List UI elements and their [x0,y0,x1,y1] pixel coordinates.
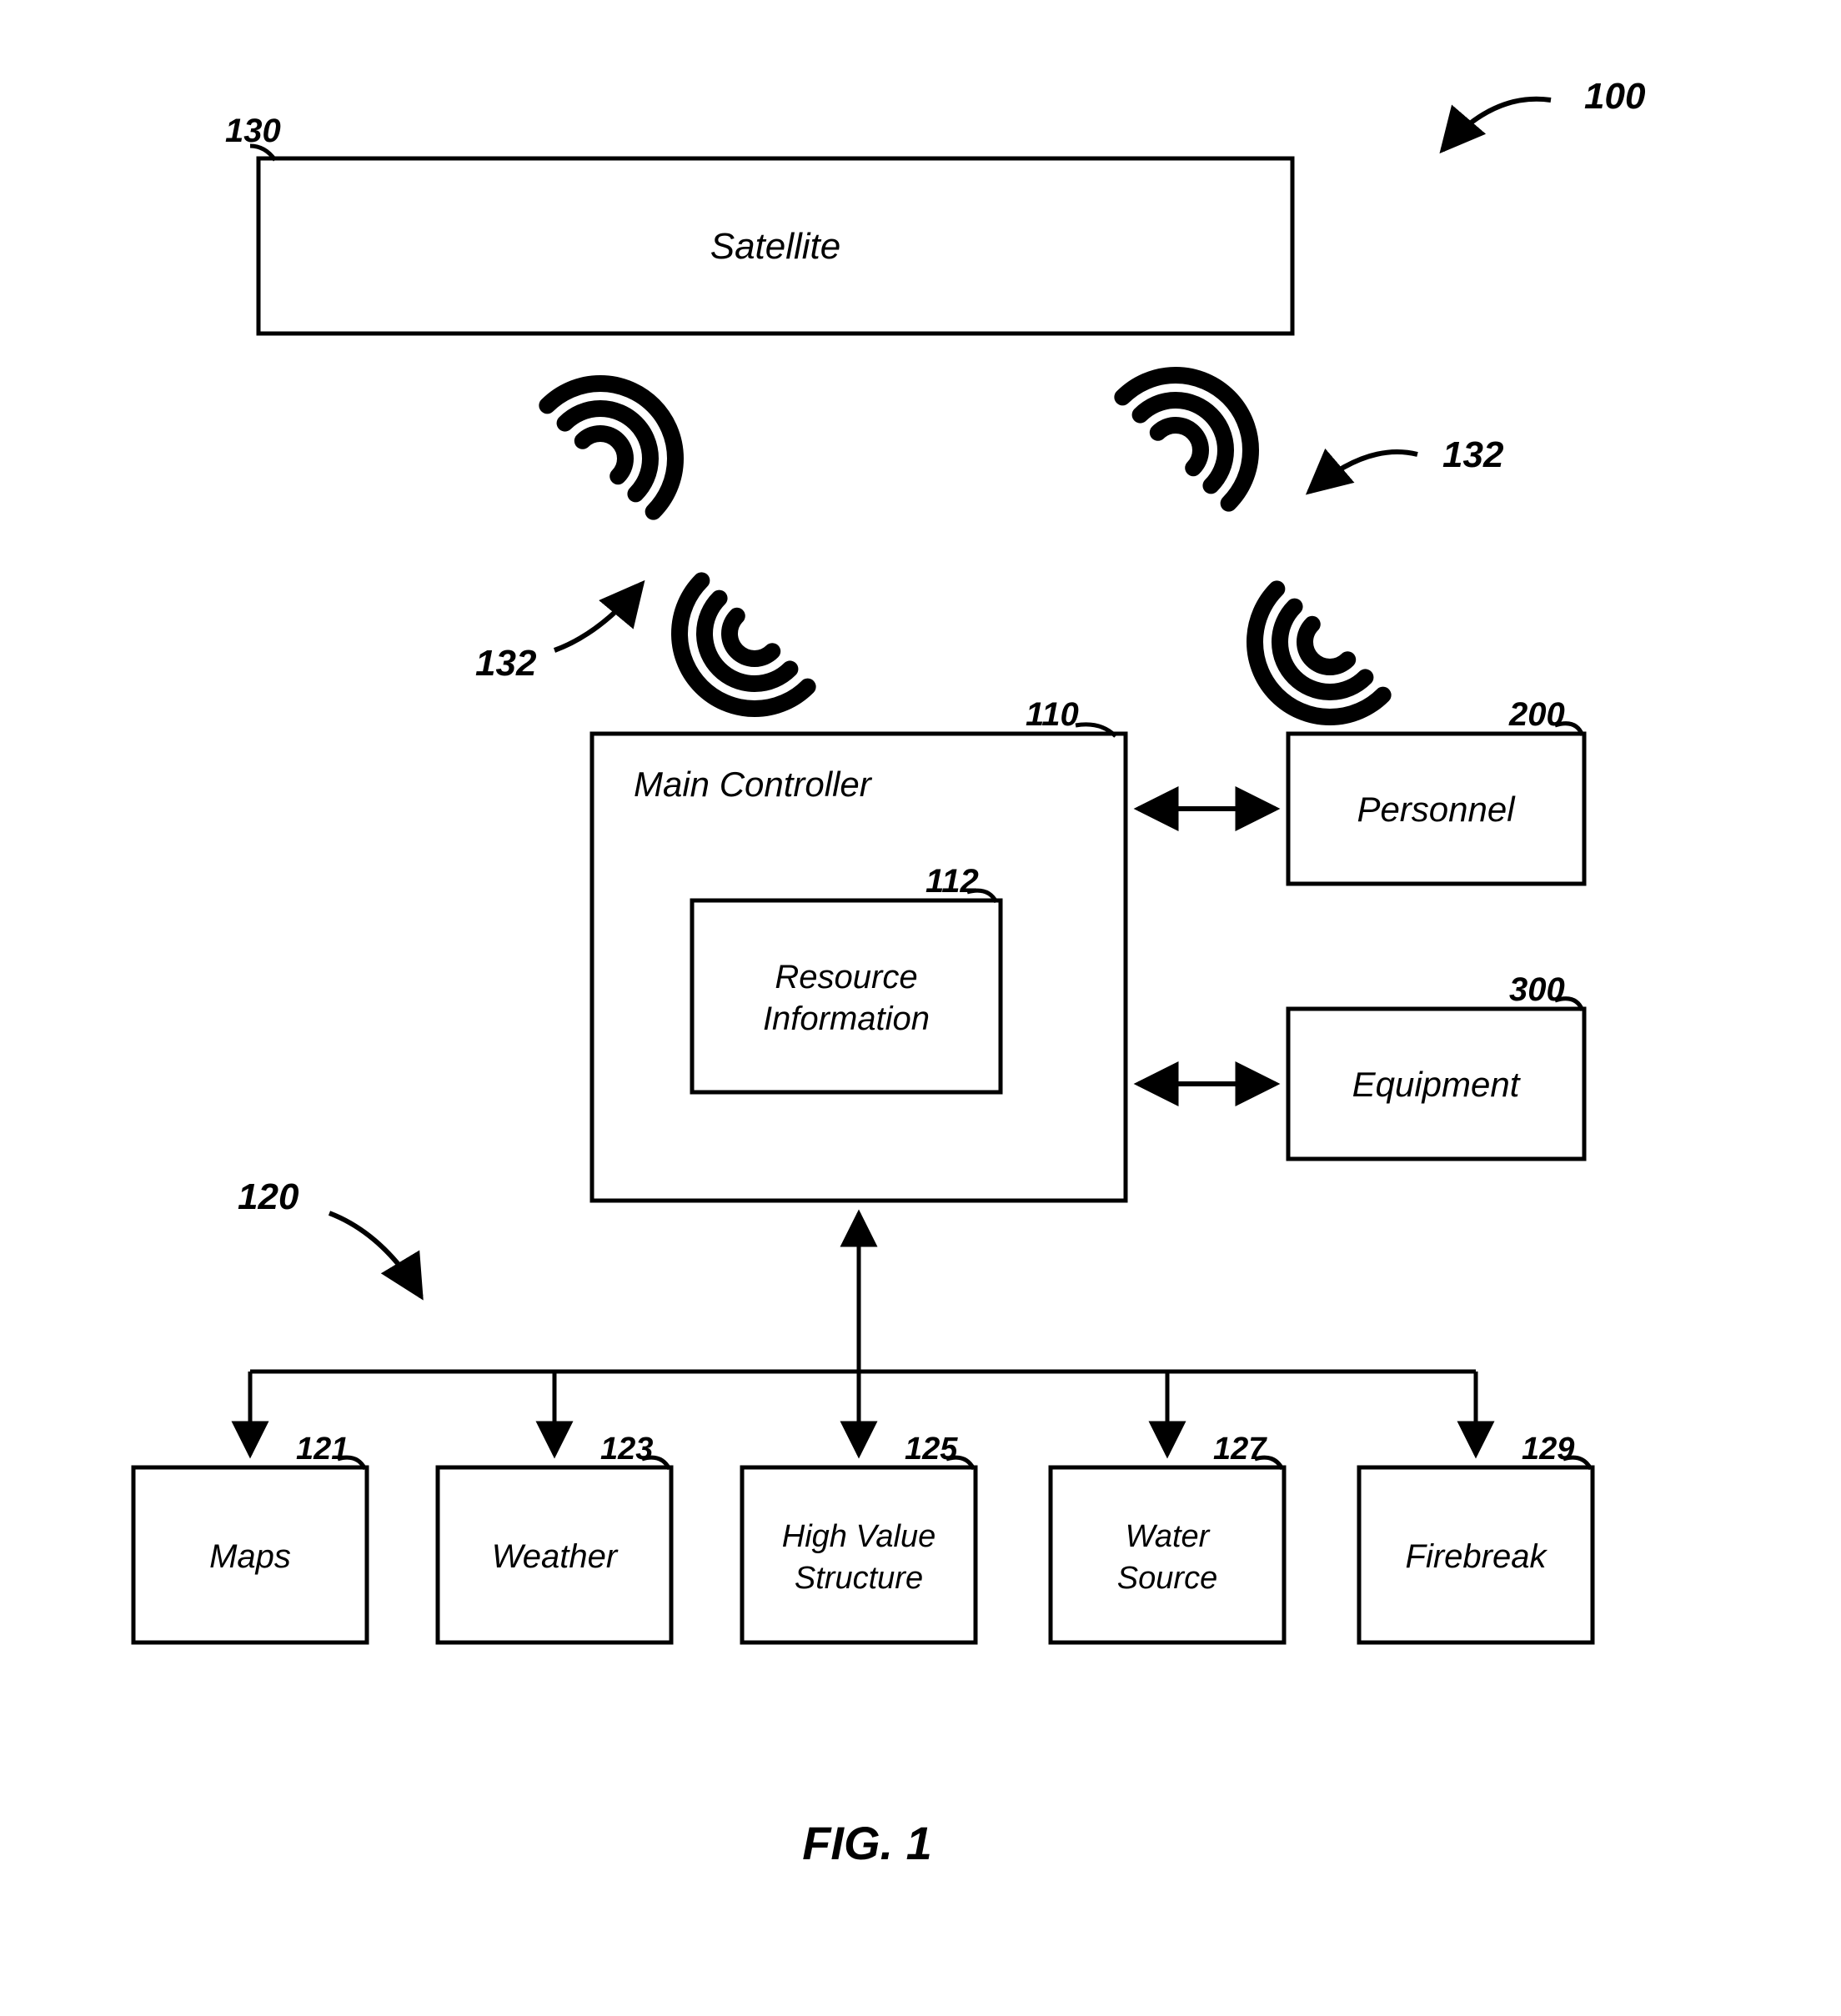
maps-box: Maps 121 [133,1432,367,1642]
weather-label: Weather [492,1538,619,1575]
maps-label: Maps [209,1538,291,1575]
ref-127-text: 127 [1213,1432,1267,1467]
water-line1: Water [1126,1519,1211,1554]
ref-100: 100 [1442,76,1646,150]
equipment-box: Equipment 300 [1288,971,1584,1159]
highvalue-box: High Value Structure 125 [742,1432,976,1642]
main-controller-label: Main Controller [634,765,873,804]
ref-125-text: 125 [905,1432,958,1467]
ref-132-left: 132 [475,584,642,684]
main-controller-box: Main Controller 110 [592,696,1126,1201]
wave-icon-upper-left [547,353,706,512]
water-box: Water Source 127 [1051,1432,1284,1642]
highvalue-line2: Structure [795,1561,923,1596]
highvalue-line1: High Value [782,1519,936,1554]
equipment-label: Equipment [1352,1065,1522,1104]
wave-icon-lower-right [1224,589,1383,748]
ref-112-text: 112 [926,863,979,900]
ref-129-text: 129 [1522,1432,1574,1467]
ref-132-left-text: 132 [475,643,537,684]
ref-300-text: 300 [1509,971,1565,1008]
resource-line1: Resource [775,959,917,995]
bus-lines [250,1213,1476,1455]
ref-120-text: 120 [238,1176,299,1217]
ref-123-text: 123 [600,1432,653,1467]
resource-info-box: Resource Information 112 [692,863,1001,1092]
personnel-label: Personnel [1357,790,1516,829]
ref-200-text: 200 [1508,696,1565,733]
ref-130-text: 130 [225,113,281,149]
ref-132-right-text: 132 [1442,434,1504,475]
firebreak-label: Firebreak [1406,1538,1548,1575]
figure-caption: FIG. 1 [802,1817,932,1869]
wave-icon-upper-right [1122,344,1282,504]
satellite-label: Satellite [710,226,841,267]
firebreak-box: Firebreak 129 [1359,1432,1593,1642]
resource-line2: Information [763,1000,930,1037]
satellite-box: Satellite 130 [225,113,1292,333]
ref-121-text: 121 [296,1432,349,1467]
ref-100-text: 100 [1584,76,1646,117]
ref-120: 120 [238,1176,421,1296]
weather-box: Weather 123 [438,1432,671,1642]
wave-icon-lower-left [649,580,808,740]
figure-1-diagram: 100 Satellite 130 132 132 [0,0,1841,2016]
ref-110-text: 110 [1026,696,1079,733]
water-line2: Source [1117,1561,1217,1596]
ref-132-right: 132 [1309,434,1504,492]
